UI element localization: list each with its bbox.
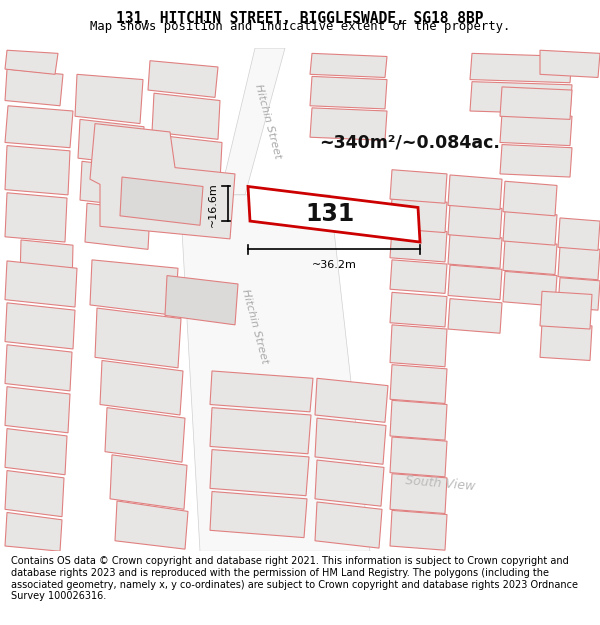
Polygon shape [5, 345, 72, 391]
Polygon shape [115, 501, 188, 549]
Polygon shape [390, 400, 447, 440]
Polygon shape [180, 195, 370, 551]
Polygon shape [105, 408, 185, 462]
Polygon shape [155, 135, 222, 181]
Text: Map shows position and indicative extent of the property.: Map shows position and indicative extent… [90, 20, 510, 32]
Polygon shape [540, 291, 592, 329]
Polygon shape [558, 246, 600, 280]
Polygon shape [5, 387, 70, 432]
Polygon shape [448, 234, 502, 268]
Polygon shape [152, 93, 220, 139]
Polygon shape [5, 106, 73, 148]
Text: ~16.6m: ~16.6m [208, 182, 218, 227]
Polygon shape [158, 177, 224, 223]
Polygon shape [315, 502, 382, 548]
Polygon shape [390, 292, 447, 327]
Polygon shape [500, 144, 572, 177]
Polygon shape [5, 261, 77, 307]
Polygon shape [165, 276, 238, 325]
Polygon shape [390, 364, 447, 404]
Polygon shape [315, 418, 386, 464]
Polygon shape [390, 325, 447, 367]
Polygon shape [315, 460, 384, 506]
Polygon shape [5, 303, 75, 349]
Polygon shape [390, 228, 447, 262]
Polygon shape [90, 260, 178, 316]
Polygon shape [210, 449, 309, 496]
Polygon shape [310, 108, 387, 141]
Polygon shape [558, 278, 600, 310]
Polygon shape [470, 82, 572, 114]
Polygon shape [80, 161, 146, 208]
Polygon shape [540, 322, 592, 361]
Polygon shape [390, 437, 447, 477]
Text: 131, HITCHIN STREET, BIGGLESWADE, SG18 8BP: 131, HITCHIN STREET, BIGGLESWADE, SG18 8… [116, 11, 484, 26]
Polygon shape [78, 119, 144, 166]
Polygon shape [558, 218, 600, 251]
Text: ~36.2m: ~36.2m [311, 260, 356, 270]
Text: Contains OS data © Crown copyright and database right 2021. This information is : Contains OS data © Crown copyright and d… [11, 556, 578, 601]
Text: ~340m²/~0.084ac.: ~340m²/~0.084ac. [320, 134, 500, 151]
Polygon shape [90, 124, 235, 239]
Polygon shape [5, 146, 70, 195]
Polygon shape [5, 471, 64, 517]
Polygon shape [503, 181, 557, 216]
Polygon shape [120, 177, 203, 225]
Polygon shape [210, 491, 307, 538]
Polygon shape [75, 74, 143, 124]
Text: Hitchin Street: Hitchin Street [253, 83, 283, 160]
Polygon shape [503, 271, 557, 306]
Text: Hitchin Street: Hitchin Street [240, 288, 270, 364]
Polygon shape [315, 378, 388, 423]
Polygon shape [210, 408, 311, 454]
Polygon shape [95, 308, 181, 368]
Polygon shape [220, 48, 285, 195]
Polygon shape [503, 240, 557, 274]
Polygon shape [470, 53, 572, 82]
Polygon shape [500, 87, 572, 119]
Polygon shape [210, 371, 313, 412]
Polygon shape [310, 76, 387, 109]
Polygon shape [5, 69, 63, 106]
Polygon shape [148, 61, 218, 98]
Polygon shape [310, 53, 387, 78]
Polygon shape [448, 175, 502, 209]
Polygon shape [390, 474, 447, 514]
Text: 131: 131 [305, 202, 355, 226]
Polygon shape [0, 48, 600, 551]
Polygon shape [5, 512, 62, 551]
Polygon shape [540, 50, 600, 78]
Polygon shape [390, 198, 447, 232]
Polygon shape [390, 511, 447, 550]
Polygon shape [248, 186, 420, 242]
Polygon shape [100, 361, 183, 415]
Text: South View: South View [404, 474, 475, 492]
Polygon shape [500, 113, 572, 146]
Polygon shape [390, 170, 447, 203]
Polygon shape [503, 211, 557, 245]
Polygon shape [110, 455, 187, 509]
Polygon shape [5, 192, 67, 242]
Polygon shape [448, 299, 502, 333]
Polygon shape [20, 240, 73, 287]
Polygon shape [5, 429, 67, 475]
Polygon shape [85, 203, 150, 249]
Polygon shape [390, 260, 447, 293]
Polygon shape [448, 265, 502, 299]
Polygon shape [448, 204, 502, 239]
Polygon shape [5, 50, 58, 74]
